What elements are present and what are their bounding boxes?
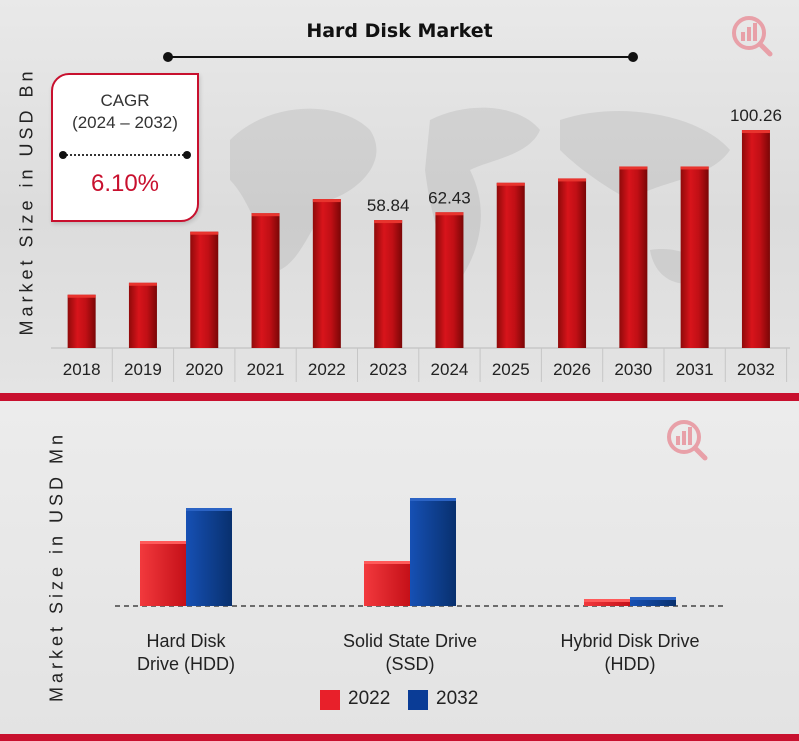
bar-2032-0 xyxy=(186,508,232,606)
bar-2020 xyxy=(190,231,219,348)
bar-2021 xyxy=(251,213,280,348)
title-underline xyxy=(168,56,633,58)
bar-2022-1 xyxy=(364,561,410,606)
data-label-2023: 58.84 xyxy=(367,196,410,215)
bar-cap-2025 xyxy=(496,182,525,186)
cagr-divider xyxy=(63,154,187,156)
bar-cap-2030 xyxy=(619,166,648,170)
bar-cap-2032-2 xyxy=(630,597,676,600)
legend-label-2022: 2022 xyxy=(348,688,391,709)
bottom-divider xyxy=(0,734,799,741)
bar-cap-2022-0 xyxy=(140,541,186,544)
category-label-2-line-0: Hybrid Disk Drive xyxy=(560,631,699,651)
cagr-divider-dot-left xyxy=(59,151,67,159)
x-tick-label-2022: 2022 xyxy=(308,360,346,379)
bar-cap-2020 xyxy=(190,231,219,235)
bar-cap-2032-1 xyxy=(410,498,456,501)
bar-2032-1 xyxy=(410,498,456,606)
category-label-1-line-1: (SSD) xyxy=(386,654,435,674)
chart-title: Hard Disk Market xyxy=(306,20,493,42)
bar-2026 xyxy=(558,178,587,348)
cagr-divider-dot-right xyxy=(183,151,191,159)
category-label-1-line-0: Solid State Drive xyxy=(343,631,477,651)
x-tick-label-2031: 2031 xyxy=(676,360,714,379)
bar-cap-2022-2 xyxy=(584,599,630,602)
data-label-2032: 100.26 xyxy=(730,106,782,125)
section-divider xyxy=(0,393,799,401)
bar-2018 xyxy=(67,294,96,348)
legend-swatch-2032 xyxy=(408,690,428,710)
title-line-dot-left xyxy=(163,52,173,62)
category-label-0-line-0: Hard Disk xyxy=(146,631,226,651)
legend-swatch-2022 xyxy=(320,690,340,710)
category-label-0-line-1: Drive (HDD) xyxy=(137,654,235,674)
cagr-range: (2024 – 2032) xyxy=(72,113,178,132)
bar-cap-2019 xyxy=(128,282,157,286)
brand-logo-icon xyxy=(732,16,773,57)
x-tick-label-2019: 2019 xyxy=(124,360,162,379)
x-tick-label-2020: 2020 xyxy=(185,360,223,379)
cagr-label: CAGR xyxy=(100,91,150,110)
bar-cap-2021 xyxy=(251,213,280,217)
bar-cap-2023 xyxy=(374,220,403,224)
bar-2032 xyxy=(741,130,770,348)
legend-label-2032: 2032 xyxy=(436,688,479,709)
bar-cap-2032-0 xyxy=(186,508,232,511)
bar-2024 xyxy=(435,212,464,348)
bar-cap-2026 xyxy=(558,178,587,182)
bar-2019 xyxy=(128,282,157,348)
x-tick-label-2021: 2021 xyxy=(247,360,285,379)
top-panel: Hard Disk Market Market Size in USD Bn 2… xyxy=(0,0,799,393)
bar-2022 xyxy=(312,199,341,348)
x-tick-label-2030: 2030 xyxy=(614,360,652,379)
x-tick-label-2018: 2018 xyxy=(63,360,101,379)
bar-2030 xyxy=(619,166,648,348)
cagr-value: 6.10% xyxy=(90,170,160,197)
x-tick-label-2025: 2025 xyxy=(492,360,530,379)
title-line-dot-right xyxy=(628,52,638,62)
x-tick-label-2023: 2023 xyxy=(369,360,407,379)
x-tick-label-2032: 2032 xyxy=(737,360,775,379)
bar-2022-2 xyxy=(584,599,630,606)
bar-cap-2018 xyxy=(67,294,96,298)
bar-cap-2022 xyxy=(312,199,341,203)
bar-cap-2032 xyxy=(741,130,770,134)
bar-2023 xyxy=(374,220,403,348)
data-label-2024: 62.43 xyxy=(428,188,471,207)
bar-2025 xyxy=(496,182,525,348)
bar-cap-2024 xyxy=(435,212,464,216)
x-tick-label-2026: 2026 xyxy=(553,360,591,379)
bar-2032-2 xyxy=(630,597,676,606)
bar-2031 xyxy=(680,166,709,348)
brand-logo-icon xyxy=(667,420,708,461)
bar-cap-2031 xyxy=(680,166,709,170)
bar-2022-0 xyxy=(140,541,186,606)
category-label-2-line-1: (HDD) xyxy=(605,654,656,674)
x-tick-label-2024: 2024 xyxy=(431,360,469,379)
cagr-callout: CAGR (2024 – 2032) 6.10% xyxy=(51,73,199,222)
bar-cap-2022-1 xyxy=(364,561,410,564)
market-size-bar-chart: 2018 2019 2020 2021 2022 2023 58.84 2024 62.43 20… xyxy=(51,106,790,382)
